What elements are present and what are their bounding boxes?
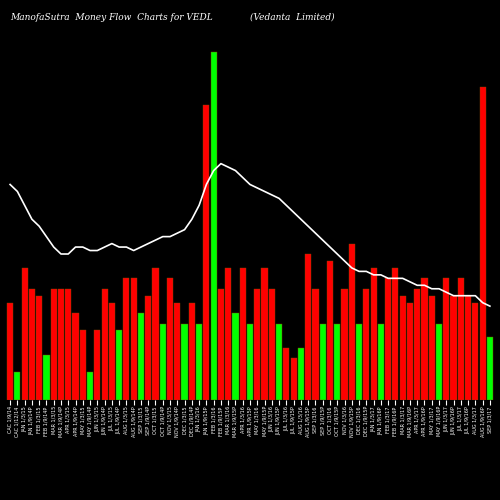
Bar bbox=[102, 289, 107, 400]
Text: (Vedanta  Limited): (Vedanta Limited) bbox=[250, 12, 334, 22]
Bar bbox=[218, 289, 224, 400]
Bar bbox=[210, 52, 216, 400]
Bar bbox=[174, 302, 180, 400]
Bar bbox=[167, 278, 173, 400]
Bar bbox=[284, 348, 290, 400]
Bar bbox=[305, 254, 311, 400]
Bar bbox=[276, 324, 282, 400]
Bar bbox=[327, 261, 333, 400]
Text: ManofaSutra  Money Flow  Charts for VEDL: ManofaSutra Money Flow Charts for VEDL bbox=[10, 12, 213, 22]
Bar bbox=[50, 289, 57, 400]
Bar bbox=[312, 289, 318, 400]
Bar bbox=[116, 330, 122, 400]
Bar bbox=[290, 358, 296, 400]
Bar bbox=[196, 324, 202, 400]
Bar bbox=[44, 355, 50, 400]
Bar bbox=[87, 372, 93, 400]
Bar bbox=[58, 289, 64, 400]
Bar bbox=[240, 268, 246, 400]
Bar bbox=[22, 268, 28, 400]
Bar bbox=[414, 289, 420, 400]
Bar bbox=[232, 313, 238, 400]
Bar bbox=[385, 278, 391, 400]
Bar bbox=[160, 324, 166, 400]
Bar bbox=[472, 302, 478, 400]
Bar bbox=[450, 296, 456, 400]
Bar bbox=[465, 296, 471, 400]
Bar bbox=[334, 324, 340, 400]
Bar bbox=[400, 296, 406, 400]
Bar bbox=[428, 296, 435, 400]
Bar bbox=[14, 372, 20, 400]
Bar bbox=[254, 289, 260, 400]
Bar bbox=[443, 278, 450, 400]
Bar bbox=[480, 87, 486, 400]
Bar bbox=[124, 278, 130, 400]
Bar bbox=[378, 324, 384, 400]
Bar bbox=[407, 302, 413, 400]
Bar bbox=[356, 324, 362, 400]
Bar bbox=[342, 289, 347, 400]
Bar bbox=[422, 278, 428, 400]
Bar bbox=[268, 289, 275, 400]
Bar bbox=[72, 313, 78, 400]
Bar bbox=[458, 278, 464, 400]
Bar bbox=[36, 296, 43, 400]
Bar bbox=[145, 296, 152, 400]
Bar bbox=[247, 324, 253, 400]
Bar bbox=[182, 324, 188, 400]
Bar bbox=[298, 348, 304, 400]
Bar bbox=[262, 268, 268, 400]
Bar bbox=[130, 278, 137, 400]
Bar bbox=[7, 302, 13, 400]
Bar bbox=[370, 268, 376, 400]
Bar bbox=[188, 302, 195, 400]
Bar bbox=[204, 104, 210, 400]
Bar bbox=[436, 324, 442, 400]
Bar bbox=[65, 289, 71, 400]
Bar bbox=[94, 330, 100, 400]
Bar bbox=[392, 268, 398, 400]
Bar bbox=[29, 289, 35, 400]
Bar bbox=[138, 313, 144, 400]
Bar bbox=[487, 338, 493, 400]
Bar bbox=[225, 268, 232, 400]
Bar bbox=[363, 289, 370, 400]
Bar bbox=[152, 268, 158, 400]
Bar bbox=[109, 302, 115, 400]
Bar bbox=[320, 324, 326, 400]
Bar bbox=[348, 244, 355, 400]
Bar bbox=[80, 330, 86, 400]
